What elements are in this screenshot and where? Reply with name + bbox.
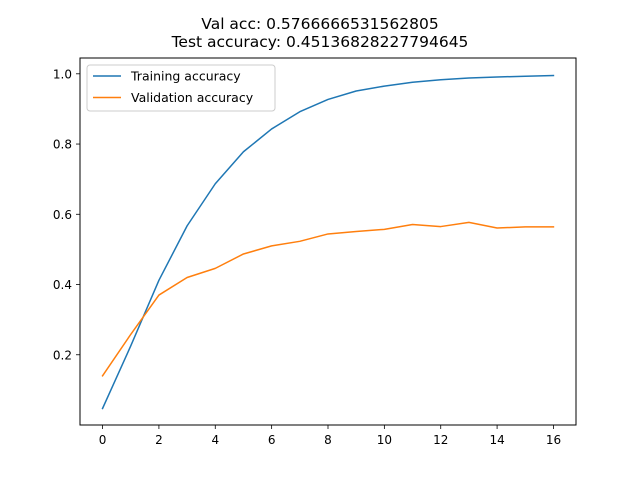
- x-tick-label: 8: [324, 433, 332, 447]
- y-tick-label: 0.2: [53, 348, 72, 362]
- x-tick-label: 6: [268, 433, 276, 447]
- chart-title-line-2: Test accuracy: 0.45136828227794645: [171, 33, 469, 51]
- x-tick-label: 12: [433, 433, 448, 447]
- legend: Training accuracy Validation accuracy: [86, 64, 276, 112]
- x-tick-label: 2: [155, 433, 163, 447]
- series-line-training: [101, 74, 555, 410]
- x-tick-label: 10: [377, 433, 392, 447]
- x-tick-label: 4: [211, 433, 219, 447]
- series-layer: [101, 74, 555, 410]
- x-tick-label: 14: [489, 433, 504, 447]
- x-tick-label: 0: [99, 433, 107, 447]
- y-axis: 0.2 0.4 0.6 0.8 1.0: [53, 67, 80, 362]
- y-tick-label: 0.4: [53, 278, 72, 292]
- legend-box: [86, 64, 276, 112]
- y-tick-label: 0.8: [53, 138, 72, 152]
- x-tick-label: 16: [546, 433, 561, 447]
- plot-frame: [79, 57, 577, 426]
- legend-label-training: Training accuracy: [130, 69, 241, 84]
- y-tick-label: 1.0: [53, 67, 72, 81]
- y-tick-label: 0.6: [53, 208, 72, 222]
- chart-title-line-1: Val acc: 0.5766666531562805: [201, 15, 439, 33]
- legend-label-validation: Validation accuracy: [131, 90, 254, 105]
- series-line-validation: [101, 221, 555, 377]
- x-axis: 0 2 4 6 8 10 12 14 16: [99, 425, 561, 447]
